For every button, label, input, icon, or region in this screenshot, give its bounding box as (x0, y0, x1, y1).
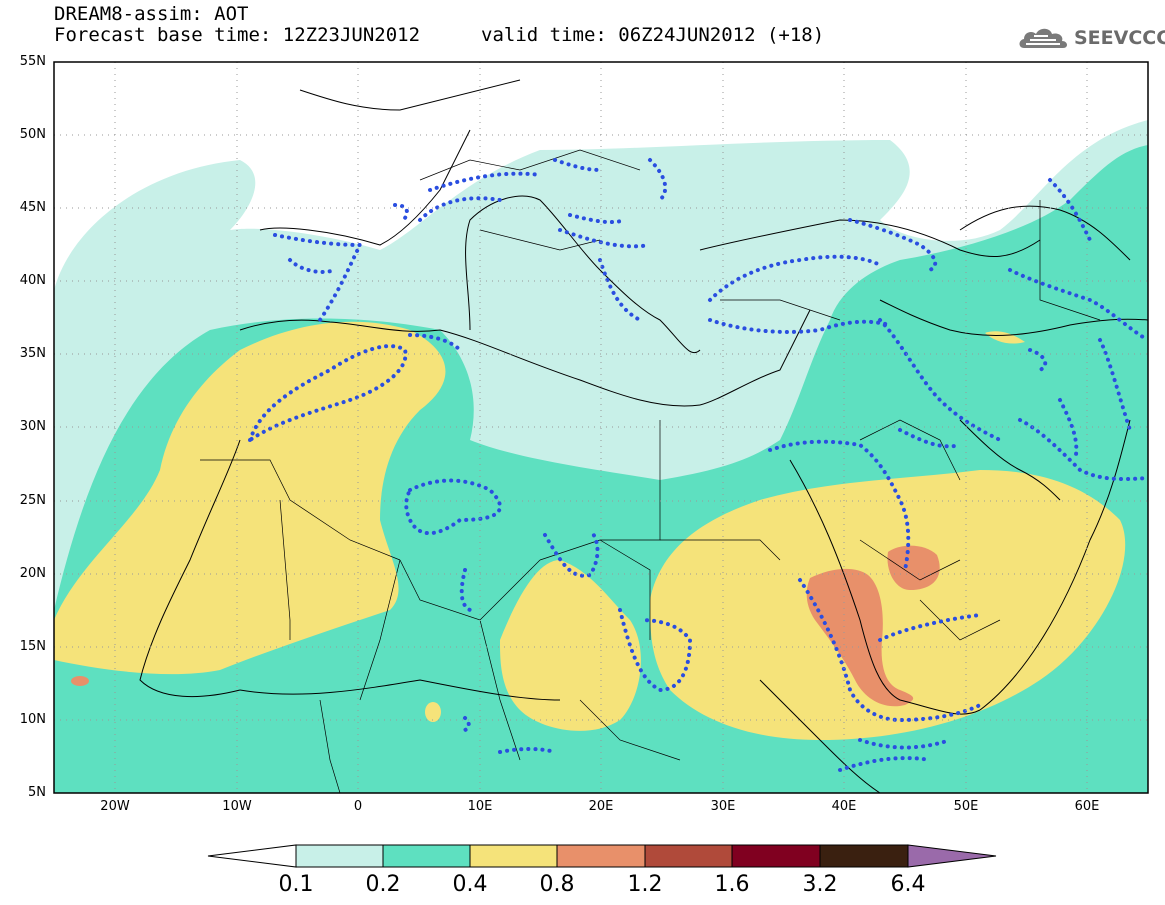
map-frame (53, 61, 1149, 794)
lon-label: 60E (1074, 799, 1100, 814)
colorbar-swatch-3.2-6.4 (819, 844, 909, 868)
colorbar-swatch-0.1-0.2 (295, 844, 384, 868)
map-title: DREAM8-assim: AOT (54, 3, 249, 25)
colorbar-swatch-0.8-1.2 (556, 844, 646, 868)
colorbar-swatch-0.4-0.8 (469, 844, 558, 868)
colorbar (207, 844, 997, 868)
lat-label: 35N (19, 346, 46, 361)
lon-label: 20E (588, 799, 614, 814)
lat-label: 25N (19, 493, 46, 508)
logo-text: SEEVCCC (1074, 27, 1165, 49)
colorbar-swatch-1.6-3.2 (731, 844, 821, 868)
colorbar-label: 3.2 (802, 872, 838, 897)
colorbar-label: 1.2 (627, 872, 663, 897)
colorbar-label: 0.2 (365, 872, 401, 897)
lon-label: 0 (353, 799, 363, 814)
lon-label: 20W (100, 799, 130, 814)
colorbar-min-arrow (207, 844, 297, 868)
aot-field-0.8-1.2 (71, 545, 940, 707)
lat-label: 20N (19, 566, 46, 581)
aot-field-0.4-0.8 (54, 321, 1126, 740)
colorbar-label: 0.1 (278, 872, 314, 897)
lat-label: 10N (19, 712, 46, 727)
map-grid (54, 62, 1148, 793)
lon-label: 30E (710, 799, 736, 814)
forecast-base-time: Forecast base time: 12Z23JUN2012 (54, 24, 421, 46)
lon-label: 50E (953, 799, 979, 814)
cloud-icon (1019, 28, 1068, 48)
colorbar-swatch-1.2-1.6 (644, 844, 733, 868)
lat-label: 15N (19, 639, 46, 654)
colorbar-label: 0.4 (452, 872, 488, 897)
lon-label: 10E (467, 799, 493, 814)
lon-label: 10W (222, 799, 252, 814)
lat-label: 30N (19, 419, 46, 434)
lat-label: 40N (19, 273, 46, 288)
valid-time: valid time: 06Z24JUN2012 (+18) (481, 24, 825, 46)
colorbar-swatch-0.2-0.4 (382, 844, 471, 868)
lat-label: 5N (28, 785, 46, 800)
lat-label: 45N (19, 200, 46, 215)
lat-label: 55N (19, 54, 46, 69)
colorbar-label: 1.6 (714, 872, 750, 897)
seevccc-logo: SEEVCCC (1016, 24, 1165, 54)
lat-label: 50N (19, 127, 46, 142)
lon-label: 40E (831, 799, 857, 814)
aot-contours (246, 158, 1148, 772)
colorbar-max-arrow (907, 844, 997, 868)
colorbar-label: 0.8 (539, 872, 575, 897)
colorbar-label: 6.4 (890, 872, 926, 897)
